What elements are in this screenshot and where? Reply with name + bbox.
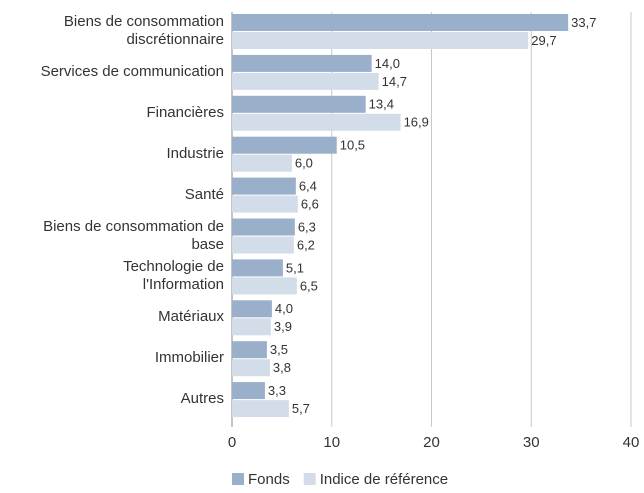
data-label: 4,0 — [275, 301, 293, 316]
bar — [232, 72, 379, 90]
bar — [232, 359, 270, 377]
bar — [232, 14, 569, 31]
bar — [232, 177, 296, 195]
data-label: 6,5 — [300, 278, 318, 293]
bar — [232, 236, 294, 254]
data-label: 5,7 — [292, 401, 310, 416]
data-label: 6,6 — [301, 197, 319, 212]
bar — [232, 154, 292, 172]
data-label: 10,5 — [340, 138, 365, 153]
y-tick-label: Technologie de l'Information — [123, 258, 224, 294]
bar — [232, 95, 366, 113]
x-tick-label: 30 — [523, 434, 540, 451]
data-label: 6,0 — [295, 156, 313, 171]
legend-label: Indice de référence — [320, 471, 448, 488]
data-label: 6,3 — [298, 219, 316, 234]
y-tick-label: Biens de consommation de base — [43, 217, 224, 253]
bar — [232, 32, 529, 49]
y-tick-label: Industrie — [166, 144, 224, 162]
y-tick-label: Immobilier — [154, 349, 224, 367]
legend-swatch — [303, 473, 316, 485]
data-label: 6,4 — [299, 179, 317, 194]
bar — [232, 400, 289, 418]
y-tick-label: Santé — [184, 185, 224, 203]
y-tick-label: Services de communication — [40, 62, 224, 80]
bar — [232, 300, 272, 318]
data-label: 14,0 — [375, 56, 400, 71]
data-label: 16,9 — [404, 115, 429, 130]
data-label: 3,8 — [273, 360, 291, 375]
bar — [232, 318, 271, 336]
x-tick-label: 10 — [323, 434, 340, 451]
bar — [232, 259, 283, 277]
data-label: 3,5 — [270, 342, 288, 357]
bar — [232, 341, 267, 359]
bar — [232, 277, 297, 295]
bar — [232, 54, 372, 72]
bar — [232, 195, 298, 213]
data-label: 3,3 — [268, 383, 286, 398]
x-tick-label: 40 — [623, 434, 640, 451]
y-tick-label: Autres — [180, 390, 224, 408]
data-label: 29,7 — [531, 33, 556, 48]
y-tick-label: Biens de consommation discrétionnaire — [63, 13, 224, 48]
data-label: 5,1 — [286, 260, 304, 275]
data-label: 13,4 — [369, 97, 394, 112]
legend-label: Fonds — [248, 471, 290, 488]
data-label: 3,9 — [274, 319, 292, 334]
y-tick-label: Financières — [146, 103, 224, 121]
legend-swatch — [232, 473, 244, 485]
x-tick-label: 0 — [228, 434, 236, 451]
bar — [232, 382, 265, 400]
data-label: 33,7 — [571, 15, 596, 30]
y-tick-label: Matériaux — [158, 308, 224, 326]
x-tick-label: 20 — [423, 434, 440, 451]
bar — [232, 136, 337, 154]
bar — [232, 218, 295, 236]
data-label: 6,2 — [297, 237, 315, 252]
data-label: 14,7 — [382, 74, 407, 89]
bar — [232, 113, 401, 131]
